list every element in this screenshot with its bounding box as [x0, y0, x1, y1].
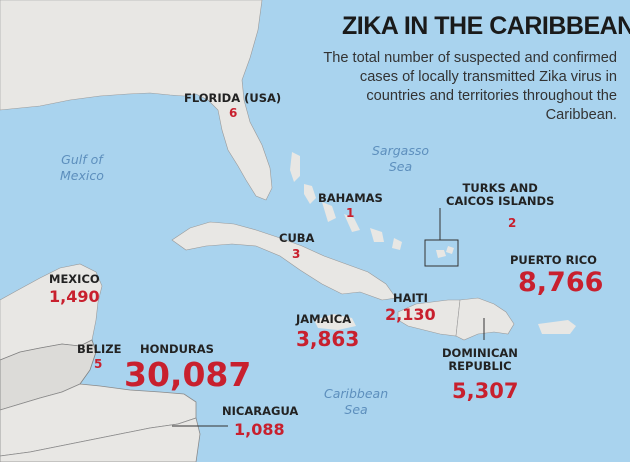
jamaica-cases: 3,863: [296, 327, 360, 351]
turks-caicos-name-line1: TURKS AND: [462, 181, 538, 195]
sargasso-sea-label: Sargasso Sea: [372, 143, 429, 175]
florida-name: FLORIDA (USA): [184, 91, 282, 105]
bahamas-name: BAHAMAS: [318, 191, 383, 205]
puerto-rico-landmass: [538, 320, 576, 334]
sargasso-label-line2: Sea: [388, 159, 413, 174]
caribbean-sea-label: Caribbean Sea: [324, 386, 388, 418]
florida-landmass: [0, 0, 273, 201]
map-title: ZIKA IN THE CARIBBEAN: [342, 12, 630, 40]
sargasso-label-line1: Sargasso: [372, 143, 430, 158]
dominican-republic-name-line2: REPUBLIC: [448, 359, 512, 373]
nicaragua-landmass: [0, 417, 201, 462]
caribbean-label-line2: Sea: [344, 402, 368, 417]
jamaica-landmass: [314, 314, 356, 330]
belize-name: BELIZE: [77, 342, 122, 356]
dominican-republic-cases: 5,307: [452, 379, 519, 403]
turks-caicos-name: TURKS AND CAICOS ISLANDS: [446, 182, 554, 208]
nicaragua-name: NICARAGUA: [222, 404, 299, 418]
map-subtitle: The total number of suspected and confir…: [323, 50, 617, 123]
belize-cases: 5: [94, 357, 103, 371]
gulf-label-line2: Mexico: [60, 168, 104, 183]
cuba-name: CUBA: [279, 231, 315, 245]
cuba-cases: 3: [292, 247, 301, 261]
caribbean-label-line1: Caribbean: [324, 386, 389, 401]
florida-cases: 6: [229, 106, 238, 120]
haiti-name: HAITI: [393, 291, 428, 305]
gulf-of-mexico-label: Gulf of Mexico: [60, 152, 104, 184]
dominican-republic-name-line1: DOMINICAN: [442, 346, 518, 360]
turks-caicos-name-line2: CAICOS ISLANDS: [446, 194, 555, 208]
turks-caicos-islands: [436, 250, 446, 258]
mexico-name: MEXICO: [49, 272, 100, 286]
nicaragua-cases: 1,088: [234, 420, 285, 439]
jamaica-name: JAMAICA: [296, 312, 352, 326]
honduras-name: HONDURAS: [140, 342, 214, 356]
turks-caicos-cases: 2: [508, 216, 517, 230]
bahamas-cases: 1: [346, 206, 355, 220]
bahamas-islands: [290, 152, 300, 182]
puerto-rico-name: PUERTO RICO: [510, 253, 597, 267]
puerto-rico-cases: 8,766: [518, 267, 604, 298]
gulf-label-line1: Gulf of: [61, 152, 103, 167]
turks-caicos-box: [424, 239, 459, 267]
cuba-landmass: [171, 221, 397, 301]
honduras-cases: 30,087: [124, 355, 252, 394]
haiti-cases: 2,130: [385, 305, 436, 324]
mexico-cases: 1,490: [49, 287, 100, 306]
dominican-republic-landmass: [455, 297, 515, 341]
dominican-republic-name: DOMINICAN REPUBLIC: [442, 347, 518, 373]
